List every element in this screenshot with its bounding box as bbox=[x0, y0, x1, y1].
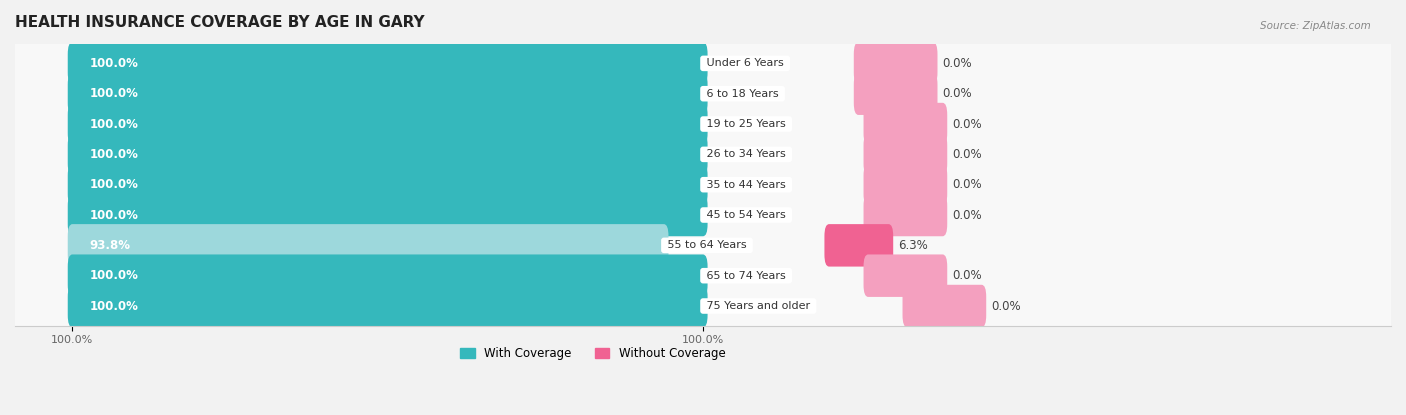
Text: 100.0%: 100.0% bbox=[90, 117, 138, 131]
FancyBboxPatch shape bbox=[13, 124, 1393, 184]
FancyBboxPatch shape bbox=[67, 254, 707, 297]
FancyBboxPatch shape bbox=[67, 103, 707, 145]
Text: 93.8%: 93.8% bbox=[90, 239, 131, 252]
FancyBboxPatch shape bbox=[13, 155, 1393, 215]
FancyBboxPatch shape bbox=[6, 145, 1400, 224]
Text: 0.0%: 0.0% bbox=[952, 178, 981, 191]
Text: 100.0%: 100.0% bbox=[90, 208, 138, 222]
Text: 100.0%: 100.0% bbox=[90, 269, 138, 282]
Text: 100.0%: 100.0% bbox=[90, 87, 138, 100]
Text: 65 to 74 Years: 65 to 74 Years bbox=[703, 271, 789, 281]
FancyBboxPatch shape bbox=[863, 254, 948, 297]
Text: 6 to 18 Years: 6 to 18 Years bbox=[703, 89, 782, 99]
Text: 100.0%: 100.0% bbox=[90, 148, 138, 161]
FancyBboxPatch shape bbox=[13, 64, 1393, 123]
FancyBboxPatch shape bbox=[6, 236, 1400, 315]
FancyBboxPatch shape bbox=[903, 285, 986, 327]
FancyBboxPatch shape bbox=[67, 73, 707, 115]
FancyBboxPatch shape bbox=[13, 186, 1393, 245]
FancyBboxPatch shape bbox=[863, 194, 948, 236]
Text: 26 to 34 Years: 26 to 34 Years bbox=[703, 149, 789, 159]
FancyBboxPatch shape bbox=[6, 266, 1400, 345]
FancyBboxPatch shape bbox=[824, 224, 893, 266]
Text: 100.0%: 100.0% bbox=[90, 178, 138, 191]
Text: 0.0%: 0.0% bbox=[952, 208, 981, 222]
FancyBboxPatch shape bbox=[863, 164, 948, 206]
FancyBboxPatch shape bbox=[67, 42, 707, 85]
Text: 0.0%: 0.0% bbox=[952, 269, 981, 282]
FancyBboxPatch shape bbox=[853, 42, 938, 85]
Text: 0.0%: 0.0% bbox=[952, 117, 981, 131]
FancyBboxPatch shape bbox=[6, 54, 1400, 133]
FancyBboxPatch shape bbox=[6, 206, 1400, 285]
FancyBboxPatch shape bbox=[853, 73, 938, 115]
FancyBboxPatch shape bbox=[863, 133, 948, 176]
FancyBboxPatch shape bbox=[6, 85, 1400, 164]
FancyBboxPatch shape bbox=[67, 164, 707, 206]
Text: 0.0%: 0.0% bbox=[942, 87, 972, 100]
FancyBboxPatch shape bbox=[13, 94, 1393, 154]
Text: 19 to 25 Years: 19 to 25 Years bbox=[703, 119, 789, 129]
Legend: With Coverage, Without Coverage: With Coverage, Without Coverage bbox=[456, 342, 730, 365]
Text: 55 to 64 Years: 55 to 64 Years bbox=[664, 240, 749, 250]
Text: 35 to 44 Years: 35 to 44 Years bbox=[703, 180, 789, 190]
Text: 100.0%: 100.0% bbox=[90, 57, 138, 70]
FancyBboxPatch shape bbox=[67, 194, 707, 236]
Text: 0.0%: 0.0% bbox=[991, 300, 1021, 312]
Text: 100.0%: 100.0% bbox=[90, 300, 138, 312]
FancyBboxPatch shape bbox=[863, 103, 948, 145]
FancyBboxPatch shape bbox=[13, 246, 1393, 305]
FancyBboxPatch shape bbox=[67, 224, 668, 266]
Text: 45 to 54 Years: 45 to 54 Years bbox=[703, 210, 789, 220]
FancyBboxPatch shape bbox=[6, 24, 1400, 103]
Text: 0.0%: 0.0% bbox=[952, 148, 981, 161]
Text: 75 Years and older: 75 Years and older bbox=[703, 301, 814, 311]
FancyBboxPatch shape bbox=[67, 133, 707, 176]
FancyBboxPatch shape bbox=[67, 285, 707, 327]
Text: Under 6 Years: Under 6 Years bbox=[703, 59, 787, 68]
FancyBboxPatch shape bbox=[13, 276, 1393, 336]
FancyBboxPatch shape bbox=[6, 115, 1400, 194]
Text: 0.0%: 0.0% bbox=[942, 57, 972, 70]
Text: 6.3%: 6.3% bbox=[898, 239, 928, 252]
FancyBboxPatch shape bbox=[13, 34, 1393, 93]
FancyBboxPatch shape bbox=[6, 176, 1400, 254]
Text: Source: ZipAtlas.com: Source: ZipAtlas.com bbox=[1260, 21, 1371, 31]
Text: HEALTH INSURANCE COVERAGE BY AGE IN GARY: HEALTH INSURANCE COVERAGE BY AGE IN GARY bbox=[15, 15, 425, 30]
FancyBboxPatch shape bbox=[13, 216, 1393, 275]
